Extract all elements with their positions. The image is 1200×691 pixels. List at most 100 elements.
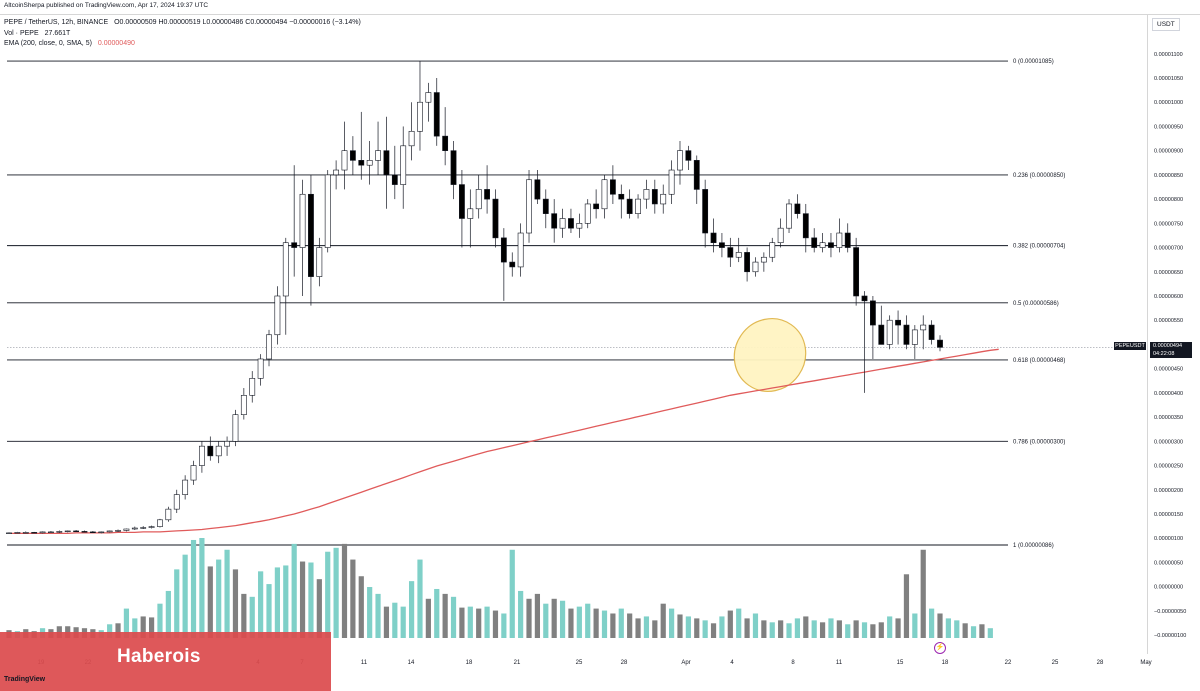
candle-body bbox=[408, 130, 415, 147]
y-tick-label: 0.00000450 bbox=[1154, 367, 1183, 373]
y-tick-label: 0.00001100 bbox=[1154, 52, 1183, 58]
candle-body bbox=[568, 218, 574, 229]
candle-body bbox=[509, 261, 516, 268]
fib-level-label: 0 (0.00001085) bbox=[1013, 59, 1054, 65]
candle-body bbox=[308, 193, 314, 277]
volume-bar bbox=[308, 562, 314, 638]
volume-bar bbox=[962, 623, 968, 638]
bar-countdown: 04:22:08 bbox=[1153, 351, 1175, 357]
candle-body bbox=[626, 198, 633, 214]
x-tick-label: 18 bbox=[466, 660, 473, 666]
x-tick-label: 18 bbox=[942, 660, 949, 666]
candle-body bbox=[215, 445, 222, 457]
volume-bar bbox=[970, 626, 977, 638]
volume-bar bbox=[979, 624, 985, 638]
volume-bar bbox=[987, 628, 993, 638]
candle-body bbox=[48, 531, 54, 534]
volume-bar bbox=[719, 616, 725, 638]
candle-body bbox=[391, 174, 398, 185]
volume-bar bbox=[182, 554, 188, 638]
y-tick-label: 0.00000950 bbox=[1154, 124, 1183, 130]
goto-realtime-icon[interactable]: ⚡ bbox=[934, 642, 946, 654]
candle-body bbox=[31, 532, 38, 534]
y-tick-label: 0.00000700 bbox=[1154, 246, 1183, 252]
volume-bar bbox=[207, 566, 213, 638]
volume-bar bbox=[744, 618, 750, 638]
candle-body bbox=[635, 198, 641, 214]
volume-bar bbox=[509, 549, 515, 638]
candle-body bbox=[861, 295, 868, 302]
volume-bar bbox=[736, 608, 742, 638]
volume-bar bbox=[769, 622, 775, 638]
x-tick-label: 21 bbox=[514, 660, 521, 666]
volume-bar bbox=[358, 576, 364, 638]
fib-level-label: 0.5 (0.00000586) bbox=[1013, 301, 1059, 307]
candle-body bbox=[702, 189, 709, 234]
volume-bar bbox=[190, 539, 197, 638]
candle-body bbox=[333, 169, 340, 176]
symbol-price-tag: PEPEUSDT bbox=[1114, 342, 1146, 350]
volume-bar bbox=[945, 618, 951, 638]
y-tick-label: 0.00000400 bbox=[1154, 391, 1183, 397]
volume-bar bbox=[635, 618, 641, 638]
y-tick-label: −0.00000100 bbox=[1154, 633, 1186, 639]
candle-body bbox=[375, 150, 381, 161]
y-tick-label: 0.00000550 bbox=[1154, 318, 1183, 324]
volume-bar bbox=[341, 543, 348, 638]
fib-level-label: 1 (0.00000086) bbox=[1013, 543, 1054, 549]
volume-bar bbox=[299, 561, 306, 638]
symbol-title[interactable]: PEPE / TetherUS, 12h, BINANCE bbox=[4, 19, 109, 26]
volume-bar bbox=[467, 606, 473, 638]
candle-body bbox=[115, 530, 121, 532]
volume-bar bbox=[543, 603, 549, 638]
candle-body bbox=[618, 193, 625, 200]
candle-body bbox=[920, 324, 927, 331]
candle-body bbox=[89, 531, 96, 534]
volume-bar bbox=[752, 613, 759, 638]
volume-bar bbox=[803, 616, 809, 638]
ema-label[interactable]: EMA (200, close, 0, SMA, 5) bbox=[4, 40, 92, 47]
volume-bar bbox=[845, 624, 851, 638]
volume-bar bbox=[258, 571, 264, 638]
candle-body bbox=[534, 179, 541, 200]
price-axis[interactable] bbox=[1147, 14, 1200, 654]
volume-bar bbox=[778, 620, 784, 638]
volume-bar bbox=[895, 618, 901, 638]
candle-body bbox=[500, 237, 507, 263]
candle-body bbox=[425, 92, 432, 103]
ema-line: EMA (200, close, 0, SMA, 5) 0.00000490 bbox=[4, 40, 139, 47]
volume-bar bbox=[677, 614, 683, 638]
candle-body bbox=[660, 193, 667, 205]
currency-badge[interactable]: USDT bbox=[1152, 18, 1180, 31]
candle-body bbox=[836, 232, 843, 248]
y-tick-label: 0.00000350 bbox=[1154, 415, 1183, 421]
volume-bar bbox=[266, 584, 272, 638]
tradingview-logo[interactable]: TradingView bbox=[4, 676, 46, 683]
volume-bar bbox=[459, 607, 465, 638]
candle-body bbox=[853, 247, 860, 297]
y-tick-label: −0.00000050 bbox=[1154, 609, 1186, 615]
x-tick-label: Apr bbox=[681, 660, 690, 666]
x-tick-label: 25 bbox=[1052, 660, 1059, 666]
candle-body bbox=[140, 527, 147, 529]
candle-body bbox=[484, 189, 490, 200]
candle-body bbox=[895, 319, 901, 326]
candle-body bbox=[744, 252, 750, 273]
candle-body bbox=[157, 519, 163, 527]
x-tick-label: 28 bbox=[1097, 660, 1104, 666]
y-tick-label: 0.00000900 bbox=[1154, 149, 1183, 155]
volume-bar bbox=[291, 543, 297, 638]
volume-label[interactable]: Vol · PEPE bbox=[4, 30, 39, 37]
volume-bar bbox=[954, 620, 960, 638]
candle-body bbox=[274, 295, 281, 336]
candle-body bbox=[467, 208, 474, 219]
candle-body bbox=[450, 150, 457, 185]
candle-body bbox=[366, 160, 373, 166]
y-tick-label: 0.00000050 bbox=[1154, 560, 1183, 566]
symbol-line: PEPE / TetherUS, 12h, BINANCE O0.0000050… bbox=[4, 19, 365, 26]
volume-bar bbox=[123, 608, 130, 638]
volume-bar bbox=[518, 590, 524, 638]
volume-bar bbox=[568, 608, 574, 638]
volume-bar bbox=[627, 613, 633, 638]
